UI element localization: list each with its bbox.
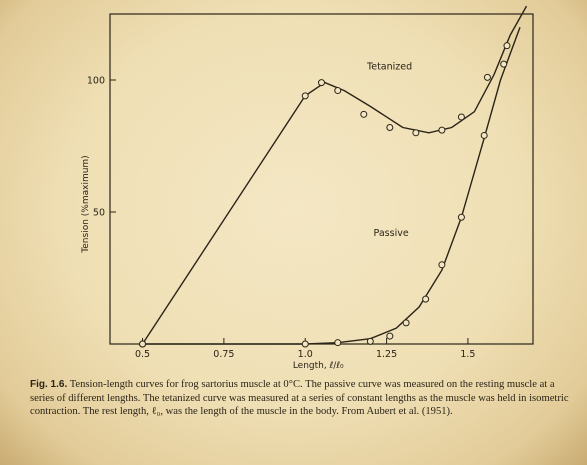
- x-axis-label: Length, ℓ/ℓ₀: [293, 361, 344, 371]
- tetanized-data-point: [360, 110, 368, 118]
- x-tick-label: 1.5: [460, 349, 475, 360]
- tetanized-data-point: [386, 124, 394, 132]
- passive-data-point: [422, 295, 430, 303]
- tetanized-data-point: [301, 92, 309, 100]
- caption-text: Tension-length curves for frog sartorius…: [30, 379, 569, 418]
- passive-data-point: [457, 213, 465, 221]
- tetanized-data-point: [438, 126, 446, 134]
- chart-series: Tetanized Passive: [139, 5, 528, 348]
- x-tick-label: 1.25: [376, 349, 397, 360]
- passive-data-point: [334, 339, 342, 347]
- y-tick-label: 100: [87, 76, 105, 87]
- tetanized-data-point: [318, 79, 325, 87]
- passive-data-point: [301, 340, 309, 348]
- passive-data-point: [139, 340, 147, 348]
- x-tick-label: 0.75: [213, 349, 234, 360]
- y-axis-label: Tension (%maximum): [81, 155, 91, 253]
- tetanized-data-point: [334, 87, 342, 95]
- passive-data-point: [500, 60, 508, 68]
- x-tick-label: 1.0: [298, 349, 313, 360]
- x-tick-label: 0.5: [135, 349, 150, 360]
- passive-label: Passive: [374, 228, 409, 239]
- passive-data-point: [366, 337, 374, 345]
- tetanized-label: Tetanized: [366, 61, 412, 72]
- figure-number: Fig. 1.6.: [30, 379, 68, 390]
- passive-data-point: [438, 261, 446, 269]
- tetanized-data-point: [412, 129, 420, 137]
- tetanized-data-point: [483, 73, 491, 81]
- plot-frame: [109, 13, 534, 345]
- chart-axes: 0.5 0.75 1.0 1.25 1.5 50 100: [87, 13, 534, 360]
- passive-series: Passive: [139, 26, 521, 348]
- passive-data-point: [402, 319, 410, 327]
- passive-curve: [142, 26, 521, 345]
- tetanized-series: Tetanized: [139, 5, 528, 348]
- figure-caption: Fig. 1.6. Tension-length curves for frog…: [30, 378, 578, 419]
- y-tick-label: 50: [93, 208, 105, 219]
- passive-data-point: [386, 332, 394, 340]
- tetanized-curve: [141, 5, 528, 345]
- tetanized-data-point: [457, 113, 465, 121]
- passive-data-point: [480, 131, 488, 139]
- tetanized-data-point: [503, 42, 511, 50]
